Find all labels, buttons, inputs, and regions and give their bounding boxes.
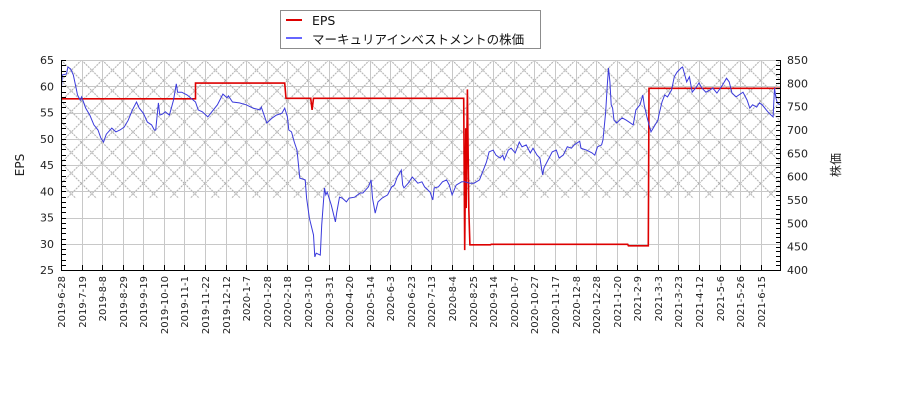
left-tick-label: 35 (40, 212, 54, 225)
legend-item-eps: EPS (281, 11, 335, 29)
x-tick-label: 2021-3-23 (674, 276, 685, 328)
x-tick-label: 2021-2-9 (633, 276, 644, 321)
x-tick-label: 2020-8-25 (469, 276, 480, 328)
x-tick-label: 2020-9-14 (489, 276, 500, 328)
x-tick-label: 2020-1-28 (263, 276, 274, 328)
x-tick-label: 2019-7-19 (78, 276, 89, 328)
right-tick-label: 750 (787, 101, 808, 114)
right-tick-label: 450 (787, 241, 808, 254)
x-tick-label: 2020-1-7 (242, 276, 253, 321)
shaded-band (61, 60, 780, 199)
left-tick-label: 25 (40, 264, 54, 277)
eps-line (61, 82, 780, 251)
x-tick-label: 2021-4-12 (695, 276, 706, 328)
x-tick-label: 2019-8-29 (119, 276, 130, 328)
left-tick-label: 30 (40, 238, 54, 251)
left-axis-tick-labels: 25 30 35 40 45 50 55 60 65 (40, 54, 54, 277)
x-tick-label: 2020-5-14 (366, 276, 377, 328)
left-axis-title: EPS (13, 154, 27, 176)
left-tick-label: 45 (40, 159, 54, 172)
left-tick-label: 55 (40, 107, 54, 120)
x-tick-label: 2019-8-8 (98, 276, 109, 321)
legend-label-stock-price: マーキュリアインベストメントの株価 (312, 31, 525, 47)
x-tick-label: 2020-10-7 (510, 276, 521, 328)
grid-lines (61, 60, 780, 271)
series-lines (61, 66, 780, 258)
x-tick-label: 2019-12-12 (222, 276, 233, 334)
x-tick-label: 2020-11-17 (551, 276, 562, 334)
right-tick-label: 500 (787, 217, 808, 230)
x-tick-label: 2021-3-3 (654, 276, 665, 321)
x-tick-label: 2020-6-3 (386, 276, 397, 321)
left-tick-label: 60 (40, 80, 54, 93)
crosshatch-band (61, 60, 780, 199)
right-tick-label: 800 (787, 77, 808, 90)
x-tick-label: 2019-9-19 (139, 276, 150, 328)
right-tick-label: 700 (787, 124, 808, 137)
x-tick-label: 2021-1-20 (613, 276, 624, 328)
axes (61, 60, 781, 271)
x-tick-label: 2020-6-23 (407, 276, 418, 328)
right-axis-title: 株価 (828, 153, 843, 177)
x-tick-label: 2021-5-6 (716, 276, 727, 321)
x-axis-tick-labels: 2019-6-28 2019-7-19 2019-8-8 2019-8-29 2019-… (57, 276, 768, 334)
left-tick-label: 40 (40, 185, 54, 198)
x-tick-label: 2021-6-15 (757, 276, 768, 328)
x-tick-label: 2021-5-26 (736, 276, 747, 328)
x-tick-label: 2020-3-31 (325, 276, 336, 328)
legend-label-eps: EPS (312, 12, 336, 28)
legend-item-stock-price: マーキュリアインベストメントの株価 (281, 29, 524, 47)
x-tick-label: 2019-11-22 (201, 276, 212, 334)
x-tick-label: 2020-10-27 (530, 276, 541, 334)
right-tick-label: 400 (787, 264, 808, 277)
right-tick-label: 600 (787, 171, 808, 184)
x-tick-label: 2020-8-4 (448, 276, 459, 321)
legend: EPS マーキュリアインベストメントの株価 (280, 10, 541, 49)
right-tick-label: 550 (787, 194, 808, 207)
x-tick-label: 2020-7-13 (427, 276, 438, 328)
x-tick-label: 2020-4-20 (345, 276, 356, 328)
x-tick-label: 2020-3-10 (304, 276, 315, 328)
x-tick-label: 2020-12-8 (572, 276, 583, 328)
left-tick-label: 65 (40, 54, 54, 67)
right-tick-label: 650 (787, 147, 808, 160)
x-tick-label: 2020-2-18 (283, 276, 294, 328)
right-axis-tick-labels: 400 450 500 550 600 650 700 750 800 850 (787, 54, 808, 277)
x-tick-label: 2019-10-10 (160, 276, 171, 334)
x-tick-label: 2019-6-28 (57, 276, 68, 328)
x-tick-label: 2020-12-28 (592, 276, 603, 334)
legend-swatch-eps (286, 19, 302, 21)
legend-swatch-stock-price (286, 37, 302, 39)
right-tick-label: 850 (787, 54, 808, 67)
stock-price-line (61, 66, 780, 258)
left-tick-label: 50 (40, 133, 54, 146)
x-tick-label: 2019-11-1 (180, 276, 191, 328)
